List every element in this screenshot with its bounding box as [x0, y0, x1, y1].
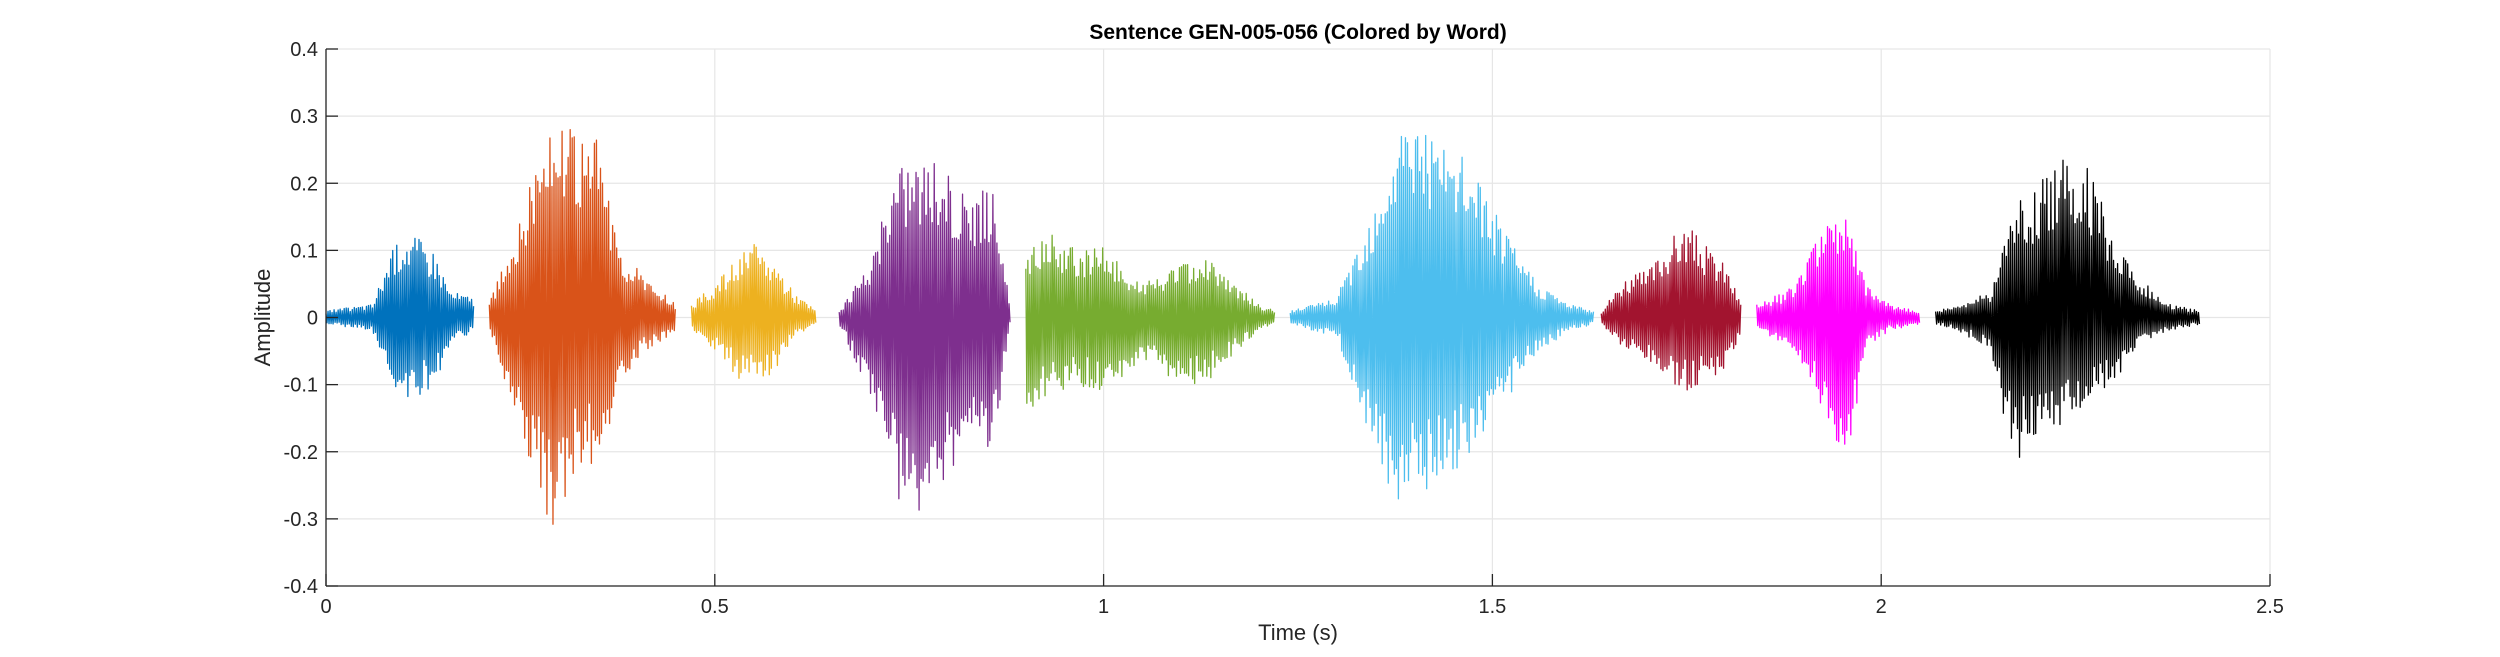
y-tick-label: -0.4 — [284, 576, 318, 598]
y-tick-label: 0.3 — [290, 106, 318, 128]
waveform-series-line — [1934, 159, 2201, 458]
y-tick-label: -0.3 — [284, 509, 318, 531]
waveform-series-line — [690, 243, 817, 379]
waveform-series-line — [1600, 230, 1742, 391]
x-tick-label: 0 — [320, 596, 331, 618]
x-tick-label: 0.5 — [701, 596, 729, 618]
chart-title: Sentence GEN-005-056 (Colored by Word) — [1089, 21, 1506, 44]
waveform-series — [325, 128, 2201, 525]
y-tick-labels: -0.4 -0.3 -0.2 -0.1 0 0.1 0.2 0.3 0.4 — [284, 39, 318, 598]
axes — [325, 48, 2271, 587]
waveform-series-line — [325, 237, 475, 398]
waveform-series-line — [1025, 234, 1276, 407]
x-tick-label: 1 — [1098, 596, 1109, 618]
y-tick-label: 0.1 — [290, 240, 318, 262]
waveform-series-line — [1756, 219, 1921, 445]
y-tick-label: 0 — [307, 308, 318, 330]
x-tick-labels: 0 0.5 1 1.5 2 2.5 — [320, 596, 2283, 618]
y-tick-label: 0.4 — [290, 39, 318, 61]
x-tick-label: 2 — [1876, 596, 1887, 618]
x-tick-label: 2.5 — [2256, 596, 2284, 618]
y-tick-label: -0.1 — [284, 375, 318, 397]
waveform-series-line — [838, 162, 1011, 511]
waveform-series-line — [1289, 134, 1595, 500]
x-axis-label: Time (s) — [1258, 620, 1338, 645]
y-tick-label: -0.2 — [284, 442, 318, 464]
y-tick-label: 0.2 — [290, 173, 318, 195]
y-axis-label: Amplitude — [250, 269, 275, 367]
waveform-series-line — [488, 128, 676, 525]
x-tick-label: 1.5 — [1478, 596, 1506, 618]
